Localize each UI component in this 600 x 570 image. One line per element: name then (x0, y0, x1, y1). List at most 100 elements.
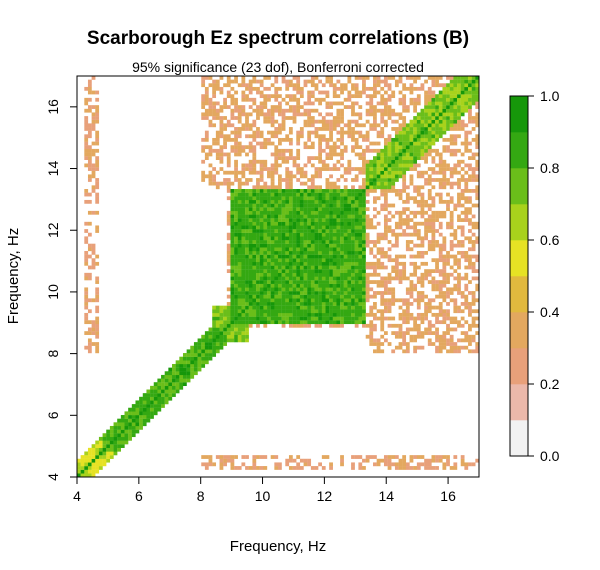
heatmap-cell (475, 342, 480, 346)
heatmap-cell (424, 108, 428, 113)
heatmap-cell (248, 250, 253, 255)
heatmap-cell (318, 207, 322, 212)
heatmap-cell (241, 214, 246, 219)
heatmap-cell (325, 167, 330, 171)
heatmap-cell (296, 462, 301, 467)
heatmap-cell (369, 141, 374, 146)
y-axis-title: Frequency, Hz (5, 228, 22, 324)
heatmap-cell (435, 338, 439, 343)
heatmap-cell (376, 232, 381, 237)
heatmap-cell (252, 229, 257, 233)
heatmap-cell (172, 378, 176, 383)
heatmap-cell (241, 108, 246, 113)
heatmap-cell (307, 276, 312, 281)
heatmap-cell (296, 320, 301, 325)
heatmap-cell (139, 400, 143, 405)
heatmap-cell (405, 276, 410, 281)
heatmap-cell (460, 108, 465, 113)
heatmap-cell (365, 192, 370, 197)
heatmap-cell (460, 302, 465, 306)
heatmap-cell (405, 123, 410, 128)
heatmap-cell (303, 210, 308, 215)
heatmap-cell (278, 174, 282, 179)
heatmap-cell (387, 159, 392, 164)
heatmap-cell (77, 458, 81, 463)
heatmap-cell (226, 250, 231, 255)
heatmap-cell (416, 86, 421, 91)
heatmap-cell (402, 221, 407, 226)
heatmap-cell (270, 320, 275, 325)
heatmap-cell (310, 196, 315, 201)
heatmap-cell (248, 214, 253, 219)
heatmap-cell (234, 287, 238, 292)
heatmap-cell (340, 294, 344, 299)
heatmap-cell (310, 240, 315, 244)
heatmap-cell (471, 254, 476, 259)
heatmap-cell (340, 174, 344, 179)
heatmap-cell (471, 247, 476, 252)
heatmap-cell (329, 287, 333, 292)
heatmap-cell (270, 94, 275, 99)
heatmap-cell (226, 334, 231, 339)
heatmap-cell (95, 447, 100, 452)
heatmap-cell (259, 163, 264, 168)
heatmap-cell (270, 174, 275, 179)
heatmap-cell (263, 214, 268, 219)
heatmap-cell (95, 210, 100, 215)
heatmap-cell (340, 236, 344, 241)
heatmap-cell (270, 192, 275, 197)
heatmap-cell (354, 112, 359, 117)
heatmap-cell (347, 94, 352, 99)
heatmap-cell (95, 309, 100, 314)
heatmap-cell (460, 90, 465, 95)
heatmap-cell (405, 345, 410, 350)
heatmap-cell (362, 167, 366, 171)
heatmap-cell (475, 269, 480, 274)
heatmap-cell (343, 196, 348, 201)
heatmap-cell (413, 163, 418, 168)
heatmap-cell (442, 316, 447, 321)
heatmap-cell (274, 185, 279, 190)
heatmap-cell (362, 156, 366, 160)
heatmap-cell (358, 455, 363, 459)
heatmap-cell (267, 207, 271, 212)
heatmap-cell (387, 298, 392, 303)
heatmap-cell (179, 363, 184, 368)
heatmap-cell (292, 218, 297, 222)
heatmap-cell (314, 189, 319, 193)
heatmap-cell (329, 316, 333, 321)
heatmap-cell (373, 305, 377, 310)
heatmap-cell (427, 225, 432, 230)
heatmap-cell (259, 232, 264, 237)
heatmap-cell (325, 250, 330, 255)
heatmap-cell (340, 247, 344, 252)
heatmap-cell (226, 327, 231, 332)
heatmap-cell (274, 261, 279, 266)
heatmap-cell (321, 210, 326, 215)
heatmap-cell (278, 86, 282, 91)
heatmap-cell (391, 127, 396, 131)
heatmap-cell (354, 261, 359, 266)
heatmap-cell (471, 137, 476, 142)
heatmap-cell (175, 374, 180, 379)
heatmap-cell (278, 94, 282, 99)
heatmap-cell (413, 323, 418, 328)
heatmap-cell (446, 312, 450, 317)
heatmap-cell (442, 167, 447, 171)
heatmap-cell (263, 240, 268, 244)
heatmap-cell (391, 185, 396, 190)
heatmap-cell (442, 148, 447, 153)
heatmap-cell (201, 97, 206, 102)
heatmap-cell (223, 97, 227, 102)
heatmap-cell (256, 243, 260, 248)
heatmap-cell (256, 203, 260, 208)
heatmap-cell (475, 83, 480, 88)
heatmap-cell (438, 167, 443, 171)
heatmap-cell (453, 342, 458, 346)
heatmap-cell (402, 218, 407, 222)
heatmap-cell (464, 210, 469, 215)
heatmap-cell (288, 156, 293, 160)
heatmap-cell (314, 291, 319, 295)
heatmap-cell (106, 436, 111, 441)
heatmap-cell (424, 261, 428, 266)
